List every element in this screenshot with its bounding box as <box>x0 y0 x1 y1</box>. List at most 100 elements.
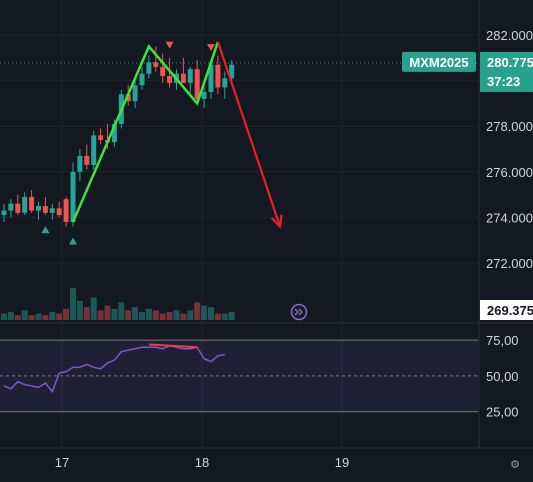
volume-bar <box>180 313 187 320</box>
volume-bar <box>221 313 228 320</box>
volume-bar <box>152 310 159 320</box>
volume-bar <box>132 307 139 320</box>
rsi-tick-label: 75,00 <box>486 333 519 348</box>
candle-body <box>22 196 28 213</box>
candle-body <box>201 92 207 99</box>
price-tick-label: 278.000 <box>486 119 533 134</box>
crosshair-price-tag <box>480 300 533 320</box>
volume-bar <box>208 307 214 320</box>
candle-body <box>84 155 90 165</box>
projection-arrow-head <box>270 214 283 229</box>
candle-body <box>187 69 193 83</box>
candle-body <box>229 64 235 79</box>
volume-bar <box>166 312 173 320</box>
candle-body <box>91 135 97 165</box>
volume-bar <box>125 310 132 320</box>
pattern-line <box>71 41 220 223</box>
sell-signal-icon <box>165 41 174 49</box>
candle-body <box>146 62 152 74</box>
rsi-line <box>3 345 225 394</box>
symbol-tag <box>402 51 476 72</box>
candle-body <box>63 199 69 222</box>
volume-bar <box>90 297 97 320</box>
volume-bar <box>228 312 235 320</box>
price-tick-label: 272.000 <box>486 256 533 271</box>
candle-body <box>208 64 214 92</box>
settings-icon: ⚙ <box>510 459 520 471</box>
volume-bar <box>104 305 111 320</box>
volume-bar <box>7 312 14 320</box>
volume-bar <box>1 313 7 320</box>
volume-bar <box>201 305 208 320</box>
volume-bar <box>187 310 194 320</box>
volume-bar <box>28 315 35 320</box>
candle-body <box>222 78 228 88</box>
volume-bar <box>139 312 145 320</box>
rsi-tick-label: 25,00 <box>486 405 519 420</box>
candle-body <box>1 210 7 216</box>
buy-signal-icon <box>41 226 50 234</box>
candle-body <box>49 208 55 213</box>
candle-body <box>42 206 48 213</box>
volume-bar <box>194 302 201 320</box>
candle-body <box>132 85 138 102</box>
rsi-divergence-line <box>148 343 198 349</box>
volume-bar <box>214 313 221 320</box>
time-axis[interactable]: 17 18 19 ⚙ <box>55 455 520 471</box>
countdown-label: 37:23 <box>487 74 520 89</box>
candle-body <box>29 196 35 211</box>
volume-bar <box>173 310 180 320</box>
crosshair-price-label: 269.375 <box>487 303 533 318</box>
sell-signal-icon <box>207 44 215 52</box>
price-tags: MXM2025 280.775 37:23 269.375 <box>402 51 533 320</box>
projection-arrow-line <box>216 41 282 227</box>
time-tick-label: 18 <box>195 455 209 470</box>
rsi-tick-label: 50,00 <box>486 369 519 384</box>
candle-body <box>180 73 186 83</box>
volume-bars <box>1 288 235 320</box>
volume-bar <box>97 310 104 320</box>
buy-signal-icon <box>69 237 77 245</box>
candle-body <box>160 66 166 77</box>
volume-bar <box>35 313 42 320</box>
candle-body <box>125 94 131 102</box>
price-tick-label: 274.000 <box>486 210 533 225</box>
time-tick-label: 17 <box>55 455 69 470</box>
candle-body <box>167 76 173 83</box>
volume-bar <box>111 308 118 320</box>
volume-bar <box>76 300 83 320</box>
candle-body <box>153 62 159 67</box>
last-price-tag <box>480 51 533 92</box>
volume-bar <box>42 315 49 320</box>
grid-layer <box>0 0 533 449</box>
volume-bar <box>14 315 21 320</box>
candle-body <box>194 69 200 99</box>
price-tick-label: 282.000 <box>486 28 533 43</box>
signal-markers <box>41 41 215 245</box>
volume-bar <box>145 308 152 320</box>
rsi-pane <box>0 339 478 413</box>
candle-body <box>111 123 117 143</box>
volume-bar <box>83 307 90 320</box>
volume-bar <box>21 310 28 320</box>
rsi-band <box>0 340 478 412</box>
candles <box>1 46 235 227</box>
volume-bar <box>49 312 56 320</box>
candle-body <box>215 64 221 88</box>
candle-body <box>77 155 83 172</box>
candle-body <box>8 203 14 211</box>
drawings[interactable] <box>71 41 308 321</box>
volume-bar <box>56 313 63 320</box>
volume-bar <box>118 302 125 320</box>
candle-body <box>139 73 145 86</box>
candle-body <box>70 171 76 222</box>
price-tick-label: 276.000 <box>486 165 533 180</box>
volume-bar <box>70 288 76 320</box>
candle-body <box>15 203 21 213</box>
candle-body <box>98 135 104 140</box>
scroll-to-realtime-icon <box>290 303 308 321</box>
volume-bar <box>63 308 70 320</box>
last-price-label: 280.775 <box>487 55 533 70</box>
